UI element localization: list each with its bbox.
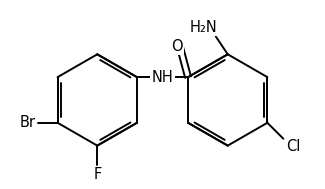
Text: H₂N: H₂N: [190, 20, 218, 35]
Text: Cl: Cl: [286, 139, 301, 154]
Text: F: F: [93, 167, 101, 182]
Text: O: O: [171, 39, 183, 54]
Text: NH: NH: [152, 70, 173, 85]
Text: Br: Br: [20, 115, 36, 130]
